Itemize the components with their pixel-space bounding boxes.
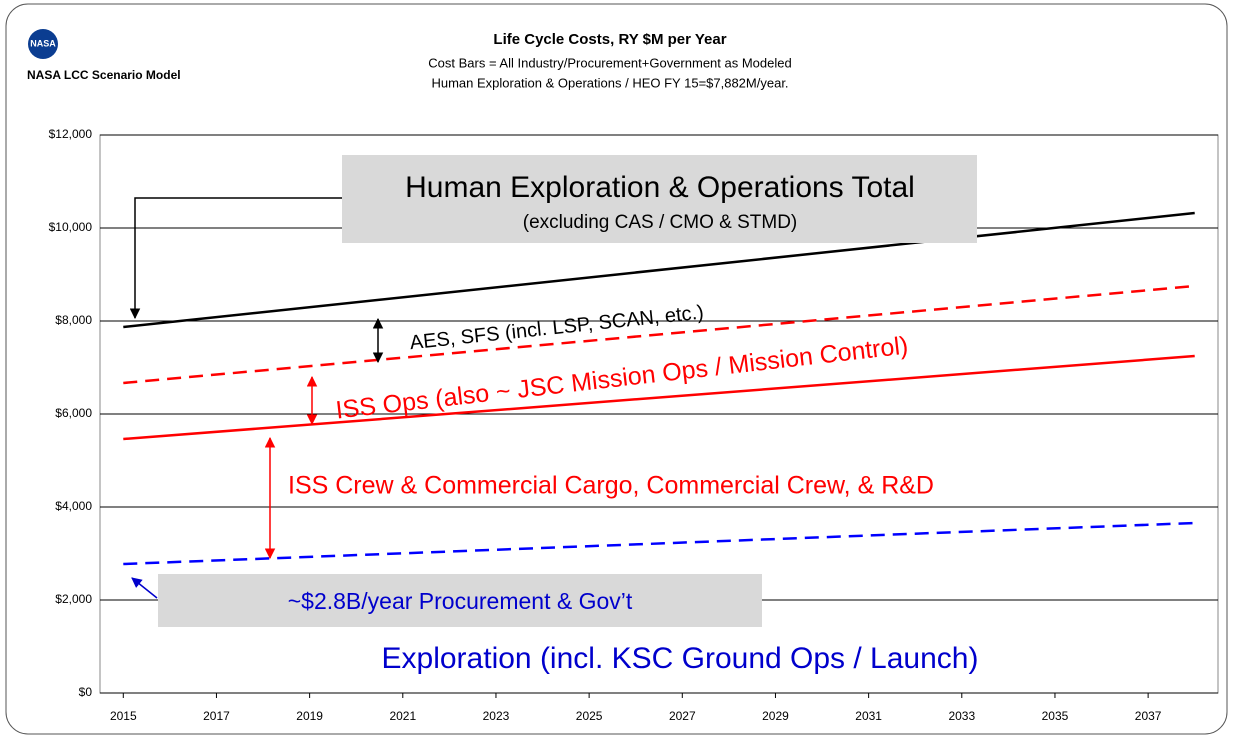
arrow xyxy=(129,197,342,320)
x-tick-label: 2015 xyxy=(110,709,137,723)
x-tick-label: 2031 xyxy=(855,709,882,723)
arrow xyxy=(131,577,158,599)
subtitle: Cost Bars = All Industry/Procurement+Gov… xyxy=(428,55,791,70)
x-tick-label: 2037 xyxy=(1135,709,1162,723)
series-line xyxy=(123,521,1195,566)
y-tick-label: $0 xyxy=(79,685,93,699)
annotation: (excluding CAS / CMO & STMD) xyxy=(523,212,798,233)
x-tick-label: 2025 xyxy=(576,709,603,723)
x-tick-label: 2017 xyxy=(203,709,230,723)
x-tick-label: 2021 xyxy=(389,709,416,723)
y-tick-label: $2,000 xyxy=(55,592,92,606)
annotation-box xyxy=(342,155,977,243)
x-tick-label: 2027 xyxy=(669,709,696,723)
y-tick-label: $12,000 xyxy=(49,127,93,141)
y-tick-label: $6,000 xyxy=(55,406,92,420)
y-tick-label: $4,000 xyxy=(55,499,92,513)
annotation: Exploration (incl. KSC Ground Ops / Laun… xyxy=(382,642,979,675)
annotation: ~$2.8B/year Procurement & Gov’t xyxy=(288,588,633,614)
y-tick-label: $8,000 xyxy=(55,313,92,327)
logo-text: NASA xyxy=(30,38,56,48)
x-tick-label: 2019 xyxy=(296,709,323,723)
x-tick-label: 2029 xyxy=(762,709,789,723)
x-tick-label: 2035 xyxy=(1042,709,1069,723)
model-name: NASA LCC Scenario Model xyxy=(27,68,181,82)
frame xyxy=(5,3,1228,735)
series-line xyxy=(123,284,1195,385)
x-tick-label: 2033 xyxy=(948,709,975,723)
chart-title: Life Cycle Costs, RY $M per Year xyxy=(493,31,726,48)
annotation: ISS Crew & Commercial Cargo, Commercial … xyxy=(288,472,934,500)
series-line xyxy=(123,354,1195,441)
y-tick-label: $10,000 xyxy=(49,220,93,234)
x-tick-label: 2023 xyxy=(483,709,510,723)
annotation: Human Exploration & Operations Total xyxy=(405,171,915,204)
subtitle: Human Exploration & Operations / HEO FY … xyxy=(431,75,788,90)
series-line xyxy=(123,211,1195,329)
logo xyxy=(28,29,58,59)
annotation-box xyxy=(158,574,762,627)
